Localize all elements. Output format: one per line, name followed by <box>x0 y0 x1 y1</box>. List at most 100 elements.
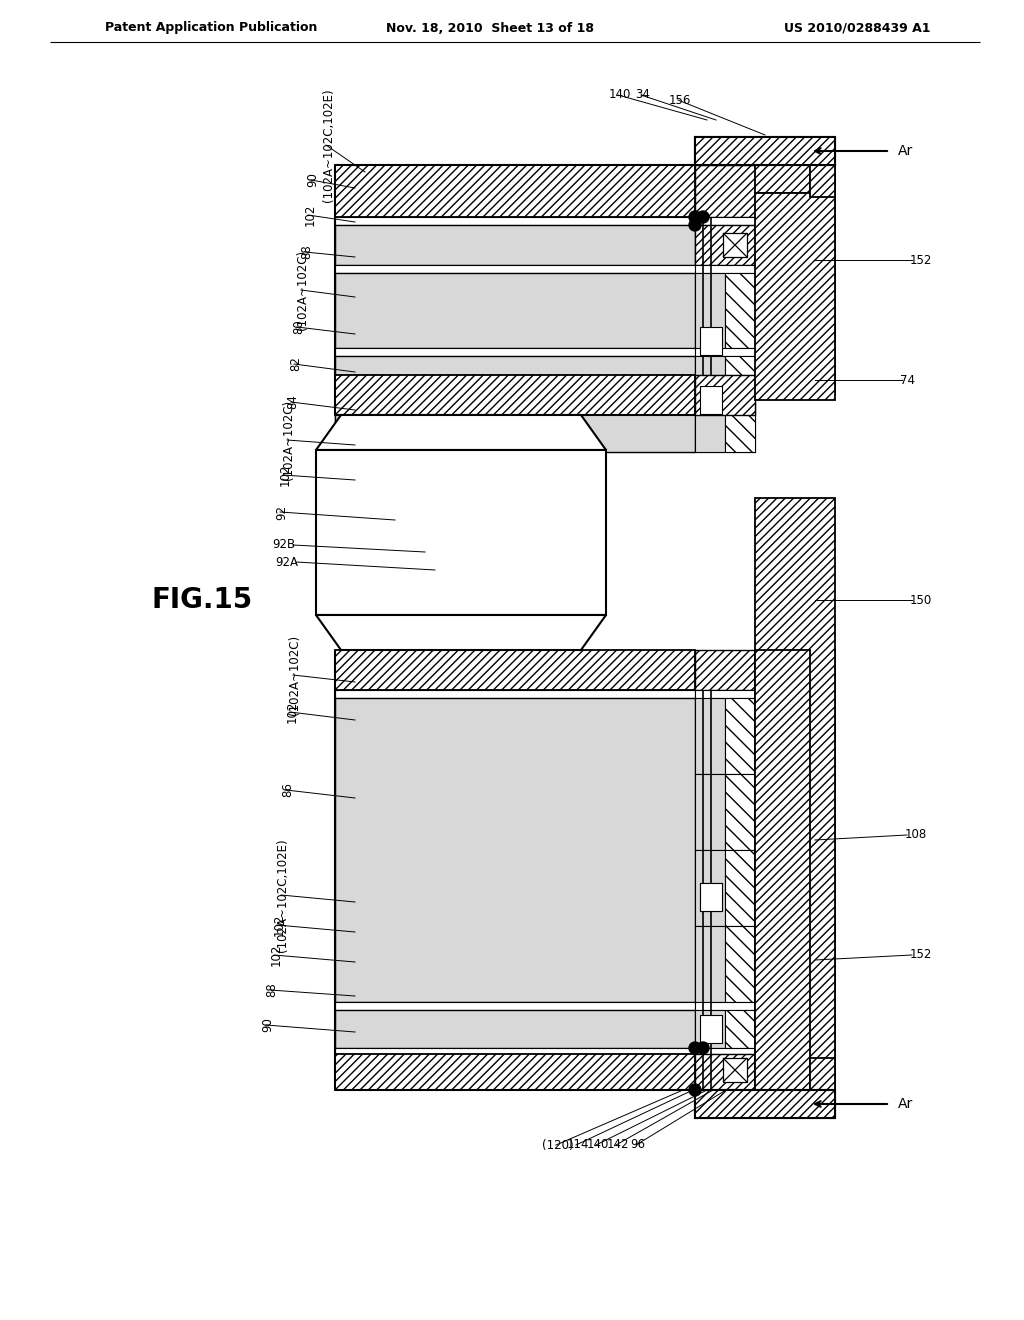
Bar <box>810 1063 835 1118</box>
Bar <box>695 396 755 404</box>
Bar <box>695 444 755 451</box>
Bar <box>725 356 755 396</box>
Bar <box>810 1059 835 1118</box>
Bar <box>335 698 695 1002</box>
Bar <box>695 698 725 774</box>
Bar <box>725 698 755 774</box>
Text: 90: 90 <box>261 1018 274 1032</box>
Text: Patent Application Publication: Patent Application Publication <box>105 21 317 34</box>
Bar <box>700 1015 722 1043</box>
Bar <box>755 137 835 395</box>
Text: 96: 96 <box>631 1138 645 1151</box>
Text: 88: 88 <box>265 982 279 998</box>
Bar <box>335 165 695 216</box>
Bar <box>725 1010 755 1048</box>
Text: 150: 150 <box>910 594 932 606</box>
Bar <box>335 273 695 348</box>
Bar <box>755 193 835 400</box>
Text: 80: 80 <box>293 319 305 334</box>
Text: (102A~102C,102E): (102A~102C,102E) <box>322 88 335 202</box>
Bar <box>335 265 695 273</box>
Bar <box>700 883 722 911</box>
Bar <box>695 1010 725 1048</box>
Bar <box>695 774 725 850</box>
Bar <box>316 450 606 615</box>
Bar <box>700 327 722 355</box>
Text: 74: 74 <box>900 374 915 387</box>
Text: (102A~102C): (102A~102C) <box>297 249 309 330</box>
Bar <box>695 1002 755 1010</box>
Text: (102A~102C): (102A~102C) <box>283 400 296 480</box>
Bar <box>755 1090 835 1118</box>
Bar <box>695 137 835 165</box>
Bar <box>695 649 755 690</box>
Circle shape <box>689 1041 701 1053</box>
Text: 108: 108 <box>905 829 928 842</box>
Bar <box>695 404 725 444</box>
Bar <box>335 375 695 414</box>
Bar <box>695 850 725 927</box>
Text: US 2010/0288439 A1: US 2010/0288439 A1 <box>783 21 930 34</box>
Text: 102: 102 <box>303 203 316 226</box>
Bar <box>695 265 755 273</box>
Text: Ar: Ar <box>898 144 913 158</box>
Bar <box>695 375 725 451</box>
Bar <box>335 348 695 356</box>
Text: 92: 92 <box>275 504 289 520</box>
Text: 140: 140 <box>609 88 631 102</box>
Text: 156: 156 <box>669 94 691 107</box>
Bar <box>725 850 755 927</box>
Text: 102: 102 <box>286 701 299 723</box>
Bar <box>335 224 695 265</box>
Bar <box>335 1002 695 1010</box>
Circle shape <box>697 1041 709 1053</box>
Circle shape <box>689 211 701 223</box>
Text: 92A: 92A <box>275 556 298 569</box>
Bar <box>755 649 810 1090</box>
Bar <box>695 165 755 216</box>
Bar <box>695 356 725 396</box>
Bar <box>335 649 695 690</box>
Bar <box>695 273 725 348</box>
Bar <box>695 216 755 224</box>
Circle shape <box>689 1084 701 1096</box>
Text: 86: 86 <box>282 783 295 797</box>
Bar <box>755 165 835 193</box>
Polygon shape <box>316 414 606 450</box>
Bar <box>695 1090 835 1118</box>
Circle shape <box>689 219 701 231</box>
Bar <box>695 137 835 165</box>
Bar <box>725 404 755 444</box>
Bar <box>335 404 695 444</box>
Text: 102: 102 <box>269 944 283 966</box>
Bar <box>723 234 746 257</box>
Polygon shape <box>316 615 606 649</box>
Circle shape <box>697 211 709 223</box>
Text: 102: 102 <box>279 463 292 486</box>
Bar <box>335 216 695 224</box>
Bar <box>335 356 695 396</box>
Bar <box>695 690 755 698</box>
Text: 84: 84 <box>287 395 299 409</box>
Text: FIG.15: FIG.15 <box>152 586 253 614</box>
Bar <box>700 883 722 911</box>
Bar <box>695 1090 835 1118</box>
Bar <box>335 690 695 698</box>
Bar <box>755 649 835 1118</box>
Text: 142: 142 <box>607 1138 630 1151</box>
Bar <box>725 375 755 451</box>
Bar <box>335 1048 695 1053</box>
Bar <box>335 375 695 451</box>
Bar <box>755 137 835 165</box>
Bar <box>335 1053 695 1090</box>
Text: (102A~102C): (102A~102C) <box>289 635 301 715</box>
Bar <box>810 137 835 197</box>
Text: Nov. 18, 2010  Sheet 13 of 18: Nov. 18, 2010 Sheet 13 of 18 <box>386 21 594 34</box>
Text: (120): (120) <box>542 1138 573 1151</box>
Bar <box>695 1053 755 1090</box>
Text: 152: 152 <box>910 949 933 961</box>
Bar <box>725 273 755 348</box>
Text: 140: 140 <box>587 1138 609 1151</box>
Bar <box>335 396 695 404</box>
Bar <box>725 774 755 850</box>
